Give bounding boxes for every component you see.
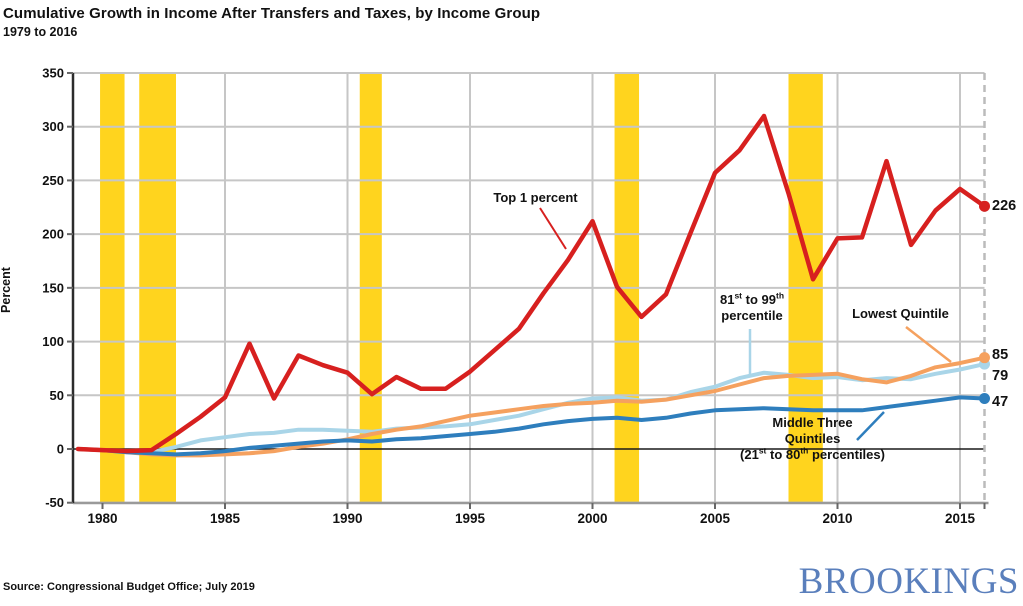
- x-tick-label-2015: 2015: [945, 511, 976, 526]
- end-label-middle-quintiles: 47: [992, 394, 1009, 410]
- series-line-lowest-quintile: [76, 355, 987, 458]
- y-tick-label-350: 350: [42, 65, 64, 80]
- end-label-81st-99th: 79: [992, 368, 1009, 384]
- annotation-top-1-percent-label: Top 1 percent: [493, 190, 578, 205]
- leader-line-middle-three-quintiles: [856, 411, 885, 441]
- annotation-middle-quintiles: Middle Three Quintiles (21st to 80th per…: [740, 415, 885, 462]
- series-end-dot-lowest-quintile: [979, 352, 990, 364]
- y-tick-label-150: 150: [42, 280, 64, 295]
- y-tick-label--50: -50: [45, 495, 64, 510]
- series-line-top-1-percent: [75, 113, 987, 454]
- chart-subtitle: 1979 to 2016: [3, 25, 78, 39]
- x-tick-label-1985: 1985: [210, 511, 241, 526]
- end-label-lowest-quintile: 85: [992, 347, 1009, 363]
- leader-line-top-1-percent: [539, 207, 567, 250]
- chart-title: Cumulative Growth in Income After Transf…: [3, 5, 541, 22]
- end-label-top-1-percent: 226: [992, 198, 1017, 214]
- leader-line-lowest-quintile: [905, 326, 952, 363]
- x-tick-label-1995: 1995: [455, 511, 486, 526]
- y-tick-label-0: 0: [57, 442, 64, 457]
- x-tick-label-2005: 2005: [700, 511, 731, 526]
- brookings-logo: BROOKINGS: [798, 561, 1019, 602]
- annotation-lowest-quintile: Lowest Quintile: [852, 306, 949, 321]
- source-note: Source: Congressional Budget Office; Jul…: [3, 581, 255, 593]
- annotation-81st-99th: 81st to 99th percentile: [719, 290, 785, 323]
- series-line-middle-three-quintiles-21st-to-80th-percentiles: [76, 395, 987, 457]
- x-tick-label-1990: 1990: [332, 511, 362, 526]
- series-end-dot-top-1-percent: [979, 200, 990, 212]
- x-tick-label-2000: 2000: [577, 511, 607, 526]
- x-tick-label-2010: 2010: [822, 511, 852, 526]
- annotation-top-1-percent: Top 1 percent: [483, 190, 588, 206]
- series-line-81st-to-99th-percentile: [76, 362, 987, 455]
- y-tick-label-250: 250: [42, 173, 64, 188]
- y-tick-label-100: 100: [42, 334, 64, 349]
- y-tick-label-200: 200: [42, 227, 64, 242]
- x-tick-label-1980: 1980: [87, 511, 117, 526]
- y-tick-label-50: 50: [50, 388, 64, 403]
- chart-canvas: 1980 1985 1990 1995 2000 2005 2010 201535030025…: [42, 65, 990, 526]
- series-end-dot-middle-three-quintiles-21st-to-80th-percentiles: [979, 393, 990, 405]
- y-tick-label-300: 300: [42, 119, 64, 134]
